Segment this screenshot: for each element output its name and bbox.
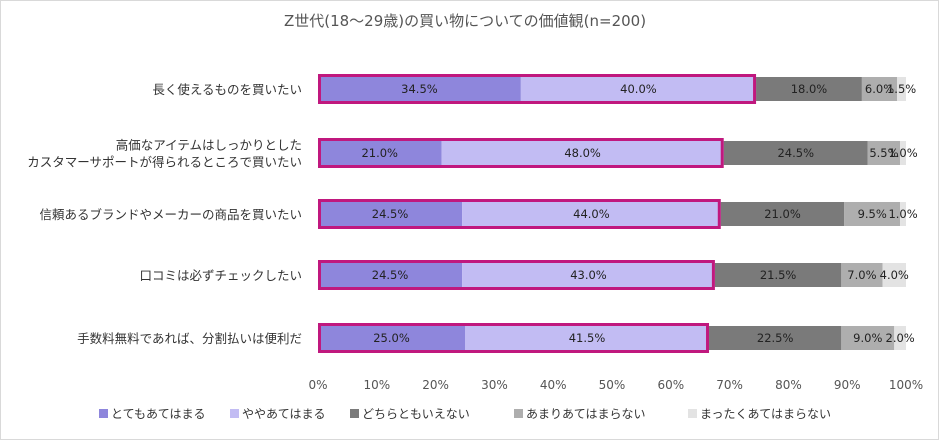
data-label: 1.0% xyxy=(888,146,917,160)
data-label: 21.5% xyxy=(760,268,797,282)
bar-segment xyxy=(462,263,715,287)
x-tick-label: 0% xyxy=(308,378,327,392)
bar-segment xyxy=(520,77,757,101)
data-label: 21.0% xyxy=(361,146,398,160)
highlight-box xyxy=(318,260,715,290)
x-tick-label: 50% xyxy=(599,378,626,392)
bar-segment xyxy=(318,202,463,226)
data-label: 7.0% xyxy=(847,268,876,282)
bar-segment xyxy=(861,77,898,101)
bar-segment xyxy=(318,141,442,165)
x-tick-label: 100% xyxy=(889,378,923,392)
legend-swatch xyxy=(99,409,108,418)
bar-segment xyxy=(720,202,845,226)
bar-segment xyxy=(900,202,906,226)
data-label: 21.0% xyxy=(764,207,801,221)
bar-segment xyxy=(841,326,895,350)
legend-swatch xyxy=(514,409,523,418)
data-label: 1.5% xyxy=(887,82,916,96)
legend-label: とてもあてはまる xyxy=(111,407,206,421)
data-label: 44.0% xyxy=(573,207,610,221)
data-label: 41.5% xyxy=(569,331,606,345)
x-tick-label: 10% xyxy=(363,378,390,392)
bar-segment xyxy=(882,263,906,287)
bar-segment xyxy=(465,326,710,350)
bar-segment xyxy=(441,141,724,165)
data-label: 4.0% xyxy=(880,268,909,282)
category-label: 口コミは必ずチェックしたい xyxy=(139,268,302,283)
category-label: カスタマーサポートが得られるところで買いたい xyxy=(27,155,302,170)
data-label: 24.5% xyxy=(777,146,814,160)
x-tick-label: 40% xyxy=(540,378,567,392)
bar-segment xyxy=(867,141,901,165)
data-label: 1.0% xyxy=(888,207,917,221)
bar-segment xyxy=(894,326,906,350)
highlight-box xyxy=(318,323,710,353)
data-label: 34.5% xyxy=(401,82,438,96)
legend-swatch xyxy=(688,409,697,418)
chart-title: Z世代(18〜29歳)の買い物についての価値観(n=200) xyxy=(284,12,646,30)
bar-segment xyxy=(900,141,906,165)
data-label: 43.0% xyxy=(570,268,607,282)
x-tick-label: 90% xyxy=(834,378,861,392)
legend-label: まったくあてはまらない xyxy=(700,407,831,421)
bar-segment xyxy=(462,202,721,226)
bar-segment xyxy=(844,202,901,226)
data-label: 24.5% xyxy=(372,268,409,282)
category-label: 長く使えるものを買いたい xyxy=(152,82,302,97)
data-label: 25.0% xyxy=(373,331,410,345)
legend-label: あまりあてはまらない xyxy=(526,407,646,421)
legend-label: どちらともいえない xyxy=(362,407,470,421)
data-label: 9.5% xyxy=(858,207,887,221)
category-label: 信頼あるブランドやメーカーの商品を買いたい xyxy=(39,207,302,222)
category-label: 高価なアイテムはしっかりとした xyxy=(116,138,302,153)
bar-segment xyxy=(756,77,862,101)
data-label: 2.0% xyxy=(886,331,915,345)
x-tick-label: 20% xyxy=(422,378,449,392)
bar-segment xyxy=(897,77,906,101)
legend-label: ややあてはまる xyxy=(242,407,326,421)
legend-swatch xyxy=(230,409,239,418)
data-label: 9.0% xyxy=(853,331,882,345)
bar-segment xyxy=(709,326,842,350)
data-label: 48.0% xyxy=(564,146,601,160)
data-label: 6.0% xyxy=(865,82,894,96)
data-label: 22.5% xyxy=(757,331,794,345)
bar-segment xyxy=(318,326,465,350)
x-tick-label: 80% xyxy=(775,378,802,392)
x-tick-label: 60% xyxy=(657,378,684,392)
bar-segment xyxy=(841,263,883,287)
data-label: 5.5% xyxy=(869,146,898,160)
highlight-box xyxy=(318,138,724,168)
x-tick-label: 70% xyxy=(716,378,743,392)
legend-swatch xyxy=(350,409,359,418)
highlight-box xyxy=(318,199,721,229)
data-label: 24.5% xyxy=(372,207,409,221)
bar-segment xyxy=(714,263,842,287)
bar-segment xyxy=(723,141,868,165)
data-label: 18.0% xyxy=(791,82,828,96)
bar-segment xyxy=(318,77,521,101)
bar-segment xyxy=(318,263,463,287)
data-label: 40.0% xyxy=(620,82,657,96)
highlight-box xyxy=(318,74,757,104)
category-label: 手数料無料であれば、分割払いは便利だ xyxy=(77,331,302,346)
x-tick-label: 30% xyxy=(481,378,508,392)
